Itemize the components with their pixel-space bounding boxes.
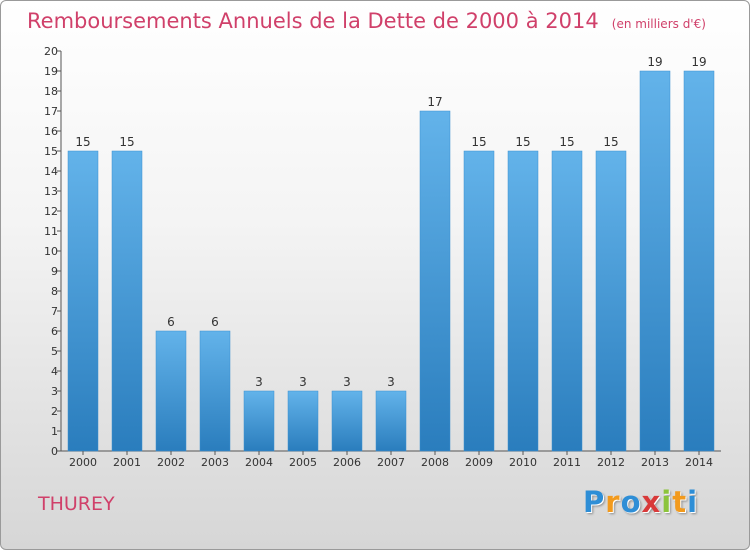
y-tick-label: 9 [51, 265, 58, 278]
x-tick-label-2008: 2008 [421, 456, 449, 469]
data-label-2001: 15 [119, 135, 134, 149]
bar-2007 [375, 390, 407, 452]
data-label-2002: 6 [167, 315, 175, 329]
y-tick-label: 16 [44, 125, 58, 138]
x-tick-label-2000: 2000 [69, 456, 97, 469]
x-tick-label-2010: 2010 [509, 456, 537, 469]
y-tick-label: 15 [44, 145, 58, 158]
x-tick-label-2014: 2014 [685, 456, 713, 469]
x-tick-label-2002: 2002 [157, 456, 185, 469]
chart-title-main: Remboursements Annuels de la Dette de 20… [27, 9, 599, 33]
chart-title-unit: (en milliers d'€) [611, 17, 706, 31]
logo-letter: P [583, 485, 606, 519]
x-tick-label-2001: 2001 [113, 456, 141, 469]
bar-2002 [155, 330, 187, 452]
x-tick-label-2006: 2006 [333, 456, 361, 469]
bar-2004 [243, 390, 275, 452]
bar-2010 [507, 150, 539, 452]
chart-title: Remboursements Annuels de la Dette de 20… [27, 9, 706, 33]
y-tick-label: 13 [44, 185, 58, 198]
bar-2006 [331, 390, 363, 452]
y-tick-label: 12 [44, 205, 58, 218]
bar-2014 [683, 70, 715, 452]
logo-letter: t [672, 485, 688, 519]
x-tick-label-2007: 2007 [377, 456, 405, 469]
y-tick-label: 18 [44, 85, 58, 98]
y-tick-label: 3 [51, 385, 58, 398]
bar-2000 [67, 150, 99, 452]
y-tick-label: 0 [51, 445, 58, 458]
x-tick-label-2005: 2005 [289, 456, 317, 469]
logo-letter: i [661, 485, 673, 519]
y-tick-label: 11 [44, 225, 58, 238]
x-tick-label-2003: 2003 [201, 456, 229, 469]
data-label-2012: 15 [603, 135, 618, 149]
x-tick-label-2009: 2009 [465, 456, 493, 469]
commune-name: THUREY [38, 493, 115, 515]
y-tick-label: 19 [44, 65, 58, 78]
x-tick-label-2012: 2012 [597, 456, 625, 469]
logo-letter: i [687, 485, 699, 519]
y-tick-label: 8 [51, 285, 58, 298]
data-label-2006: 3 [343, 375, 351, 389]
logo-letter: x [641, 485, 662, 519]
x-tick-label-2004: 2004 [245, 456, 273, 469]
data-label-2000: 15 [75, 135, 90, 149]
data-label-2005: 3 [299, 375, 307, 389]
data-label-2003: 6 [211, 315, 219, 329]
y-tick-label: 20 [44, 45, 58, 58]
y-tick-label: 17 [44, 105, 58, 118]
proxiti-logo: Proxiti [583, 485, 698, 519]
bar-2001 [111, 150, 143, 452]
y-tick-label: 4 [51, 365, 58, 378]
data-label-2007: 3 [387, 375, 395, 389]
y-tick-label: 14 [44, 165, 58, 178]
bar-2013 [639, 70, 671, 452]
bar-2011 [551, 150, 583, 452]
y-tick-label: 6 [51, 325, 58, 338]
y-tick-label: 2 [51, 405, 58, 418]
data-label-2011: 15 [559, 135, 574, 149]
data-label-2008: 17 [427, 95, 442, 109]
data-label-2009: 15 [471, 135, 486, 149]
bar-2005 [287, 390, 319, 452]
data-label-2013: 19 [647, 55, 662, 69]
y-tick-label: 1 [51, 425, 58, 438]
x-tick-label-2011: 2011 [553, 456, 581, 469]
data-label-2014: 19 [691, 55, 706, 69]
data-label-2010: 15 [515, 135, 530, 149]
y-tick-label: 5 [51, 345, 58, 358]
bar-2012 [595, 150, 627, 452]
data-label-2004: 3 [255, 375, 263, 389]
bar-2009 [463, 150, 495, 452]
y-tick-label: 10 [44, 245, 58, 258]
logo-letter: o [620, 485, 642, 519]
bar-2008 [419, 110, 451, 452]
bar-2003 [199, 330, 231, 452]
x-tick-label-2013: 2013 [641, 456, 669, 469]
logo-letter: r [605, 485, 621, 519]
y-tick-label: 7 [51, 305, 58, 318]
